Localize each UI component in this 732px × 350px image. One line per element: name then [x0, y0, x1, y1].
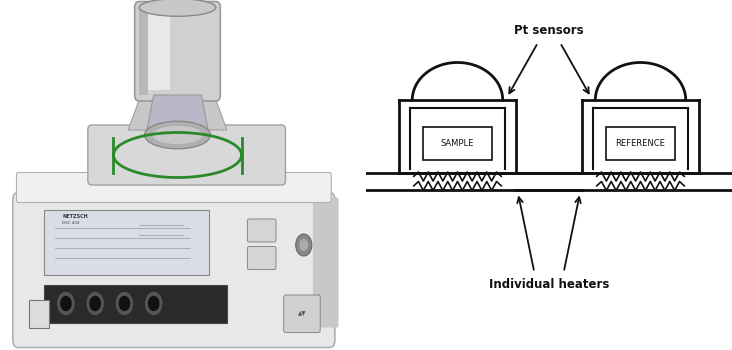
FancyBboxPatch shape [247, 246, 276, 270]
FancyBboxPatch shape [135, 1, 220, 101]
FancyBboxPatch shape [313, 197, 338, 328]
Ellipse shape [152, 126, 203, 145]
Text: ▲▼: ▲▼ [298, 312, 306, 316]
Bar [146, 13, 171, 90]
Text: REFERENCE: REFERENCE [616, 139, 665, 148]
Polygon shape [128, 90, 227, 130]
FancyBboxPatch shape [13, 193, 335, 348]
Circle shape [61, 296, 71, 310]
FancyBboxPatch shape [88, 125, 285, 185]
FancyBboxPatch shape [247, 219, 276, 242]
Circle shape [90, 296, 100, 310]
Text: Pt sensors: Pt sensors [514, 23, 584, 36]
Bar [423, 127, 492, 160]
Circle shape [299, 239, 308, 251]
FancyBboxPatch shape [17, 173, 331, 203]
Bar [606, 127, 675, 160]
Bar [44, 210, 209, 275]
Circle shape [149, 296, 159, 310]
Text: NETZSCH: NETZSCH [62, 214, 88, 218]
Bar [139, 7, 148, 95]
Ellipse shape [139, 0, 216, 16]
Ellipse shape [144, 121, 211, 149]
Circle shape [296, 234, 312, 256]
Circle shape [146, 293, 162, 315]
Circle shape [116, 293, 132, 315]
Text: DSC 404: DSC 404 [62, 221, 80, 225]
FancyBboxPatch shape [284, 295, 321, 332]
Circle shape [119, 296, 130, 310]
Bar [44, 285, 227, 322]
Text: Individual heaters: Individual heaters [489, 279, 609, 292]
Circle shape [87, 293, 103, 315]
Circle shape [58, 293, 74, 315]
Text: SAMPLE: SAMPLE [441, 139, 474, 148]
Polygon shape [146, 95, 209, 133]
Bar [29, 300, 50, 328]
